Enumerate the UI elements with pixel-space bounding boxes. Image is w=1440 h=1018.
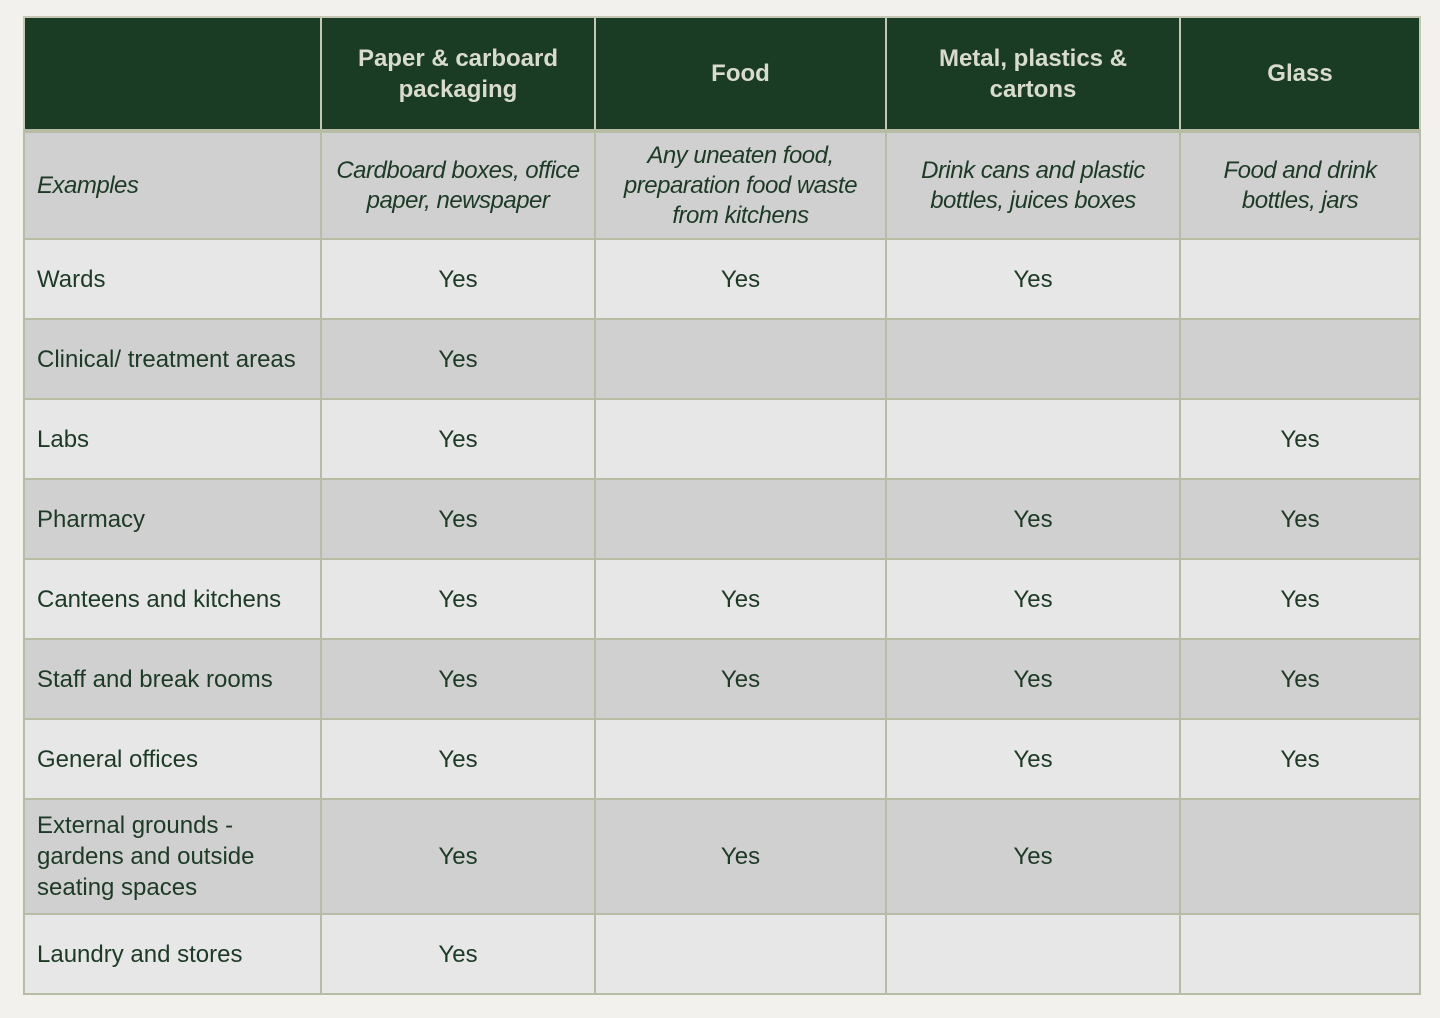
table-row: Pharmacy Yes Yes Yes [23, 478, 1421, 560]
cell-food [594, 318, 887, 400]
row-label: Wards [23, 238, 322, 320]
cell-food: Yes [594, 238, 887, 320]
cell-food [594, 913, 887, 995]
cell-glass: Yes [1179, 478, 1421, 560]
cell-metal [885, 398, 1181, 480]
waste-streams-table-container: Paper & carboard packaging Food Metal, p… [23, 16, 1421, 995]
row-label: External grounds - gardens and outside s… [23, 798, 322, 915]
cell-paper: Yes [320, 238, 596, 320]
header-paper-cardboard: Paper & carboard packaging [320, 16, 596, 133]
examples-cell-food: Any uneaten food, preparation food waste… [594, 130, 887, 240]
cell-glass: Yes [1179, 638, 1421, 720]
cell-glass [1179, 798, 1421, 915]
cell-paper: Yes [320, 558, 596, 640]
cell-food: Yes [594, 798, 887, 915]
cell-metal: Yes [885, 638, 1181, 720]
cell-food [594, 718, 887, 800]
row-label: Labs [23, 398, 322, 480]
row-label: Pharmacy [23, 478, 322, 560]
cell-metal: Yes [885, 558, 1181, 640]
cell-paper: Yes [320, 798, 596, 915]
row-label: Laundry and stores [23, 913, 322, 995]
row-label: Canteens and kitchens [23, 558, 322, 640]
row-label: Staff and break rooms [23, 638, 322, 720]
cell-glass: Yes [1179, 558, 1421, 640]
waste-streams-table: Paper & carboard packaging Food Metal, p… [23, 16, 1421, 995]
row-label: Clinical/ treatment areas [23, 318, 322, 400]
cell-glass [1179, 238, 1421, 320]
examples-cell-glass: Food and drink bottles, jars [1179, 130, 1421, 240]
table-row: Laundry and stores Yes [23, 913, 1421, 995]
header-row: Paper & carboard packaging Food Metal, p… [23, 16, 1421, 133]
table-row: Labs Yes Yes [23, 398, 1421, 480]
cell-paper: Yes [320, 318, 596, 400]
examples-label: Examples [23, 130, 322, 240]
cell-food: Yes [594, 558, 887, 640]
cell-metal: Yes [885, 718, 1181, 800]
cell-food [594, 478, 887, 560]
examples-cell-metal: Drink cans and plastic bottles, juices b… [885, 130, 1181, 240]
table-row: External grounds - gardens and outside s… [23, 798, 1421, 915]
cell-metal: Yes [885, 478, 1181, 560]
cell-glass [1179, 913, 1421, 995]
examples-cell-paper: Cardboard boxes, office paper, newspaper [320, 130, 596, 240]
cell-paper: Yes [320, 398, 596, 480]
table-row: Clinical/ treatment areas Yes [23, 318, 1421, 400]
examples-row: Examples Cardboard boxes, office paper, … [23, 130, 1421, 240]
cell-paper: Yes [320, 913, 596, 995]
cell-glass [1179, 318, 1421, 400]
table-row: Canteens and kitchens Yes Yes Yes Yes [23, 558, 1421, 640]
header-metal-plastics-cartons: Metal, plastics & cartons [885, 16, 1181, 133]
cell-metal [885, 318, 1181, 400]
cell-paper: Yes [320, 718, 596, 800]
cell-food [594, 398, 887, 480]
cell-paper: Yes [320, 638, 596, 720]
header-corner-cell [23, 16, 322, 133]
table-row: Staff and break rooms Yes Yes Yes Yes [23, 638, 1421, 720]
cell-food: Yes [594, 638, 887, 720]
cell-glass: Yes [1179, 398, 1421, 480]
table-row: Wards Yes Yes Yes [23, 238, 1421, 320]
cell-glass: Yes [1179, 718, 1421, 800]
cell-metal: Yes [885, 238, 1181, 320]
cell-metal: Yes [885, 798, 1181, 915]
cell-metal [885, 913, 1181, 995]
cell-paper: Yes [320, 478, 596, 560]
row-label: General offices [23, 718, 322, 800]
table-row: General offices Yes Yes Yes [23, 718, 1421, 800]
header-food: Food [594, 16, 887, 133]
header-glass: Glass [1179, 16, 1421, 133]
